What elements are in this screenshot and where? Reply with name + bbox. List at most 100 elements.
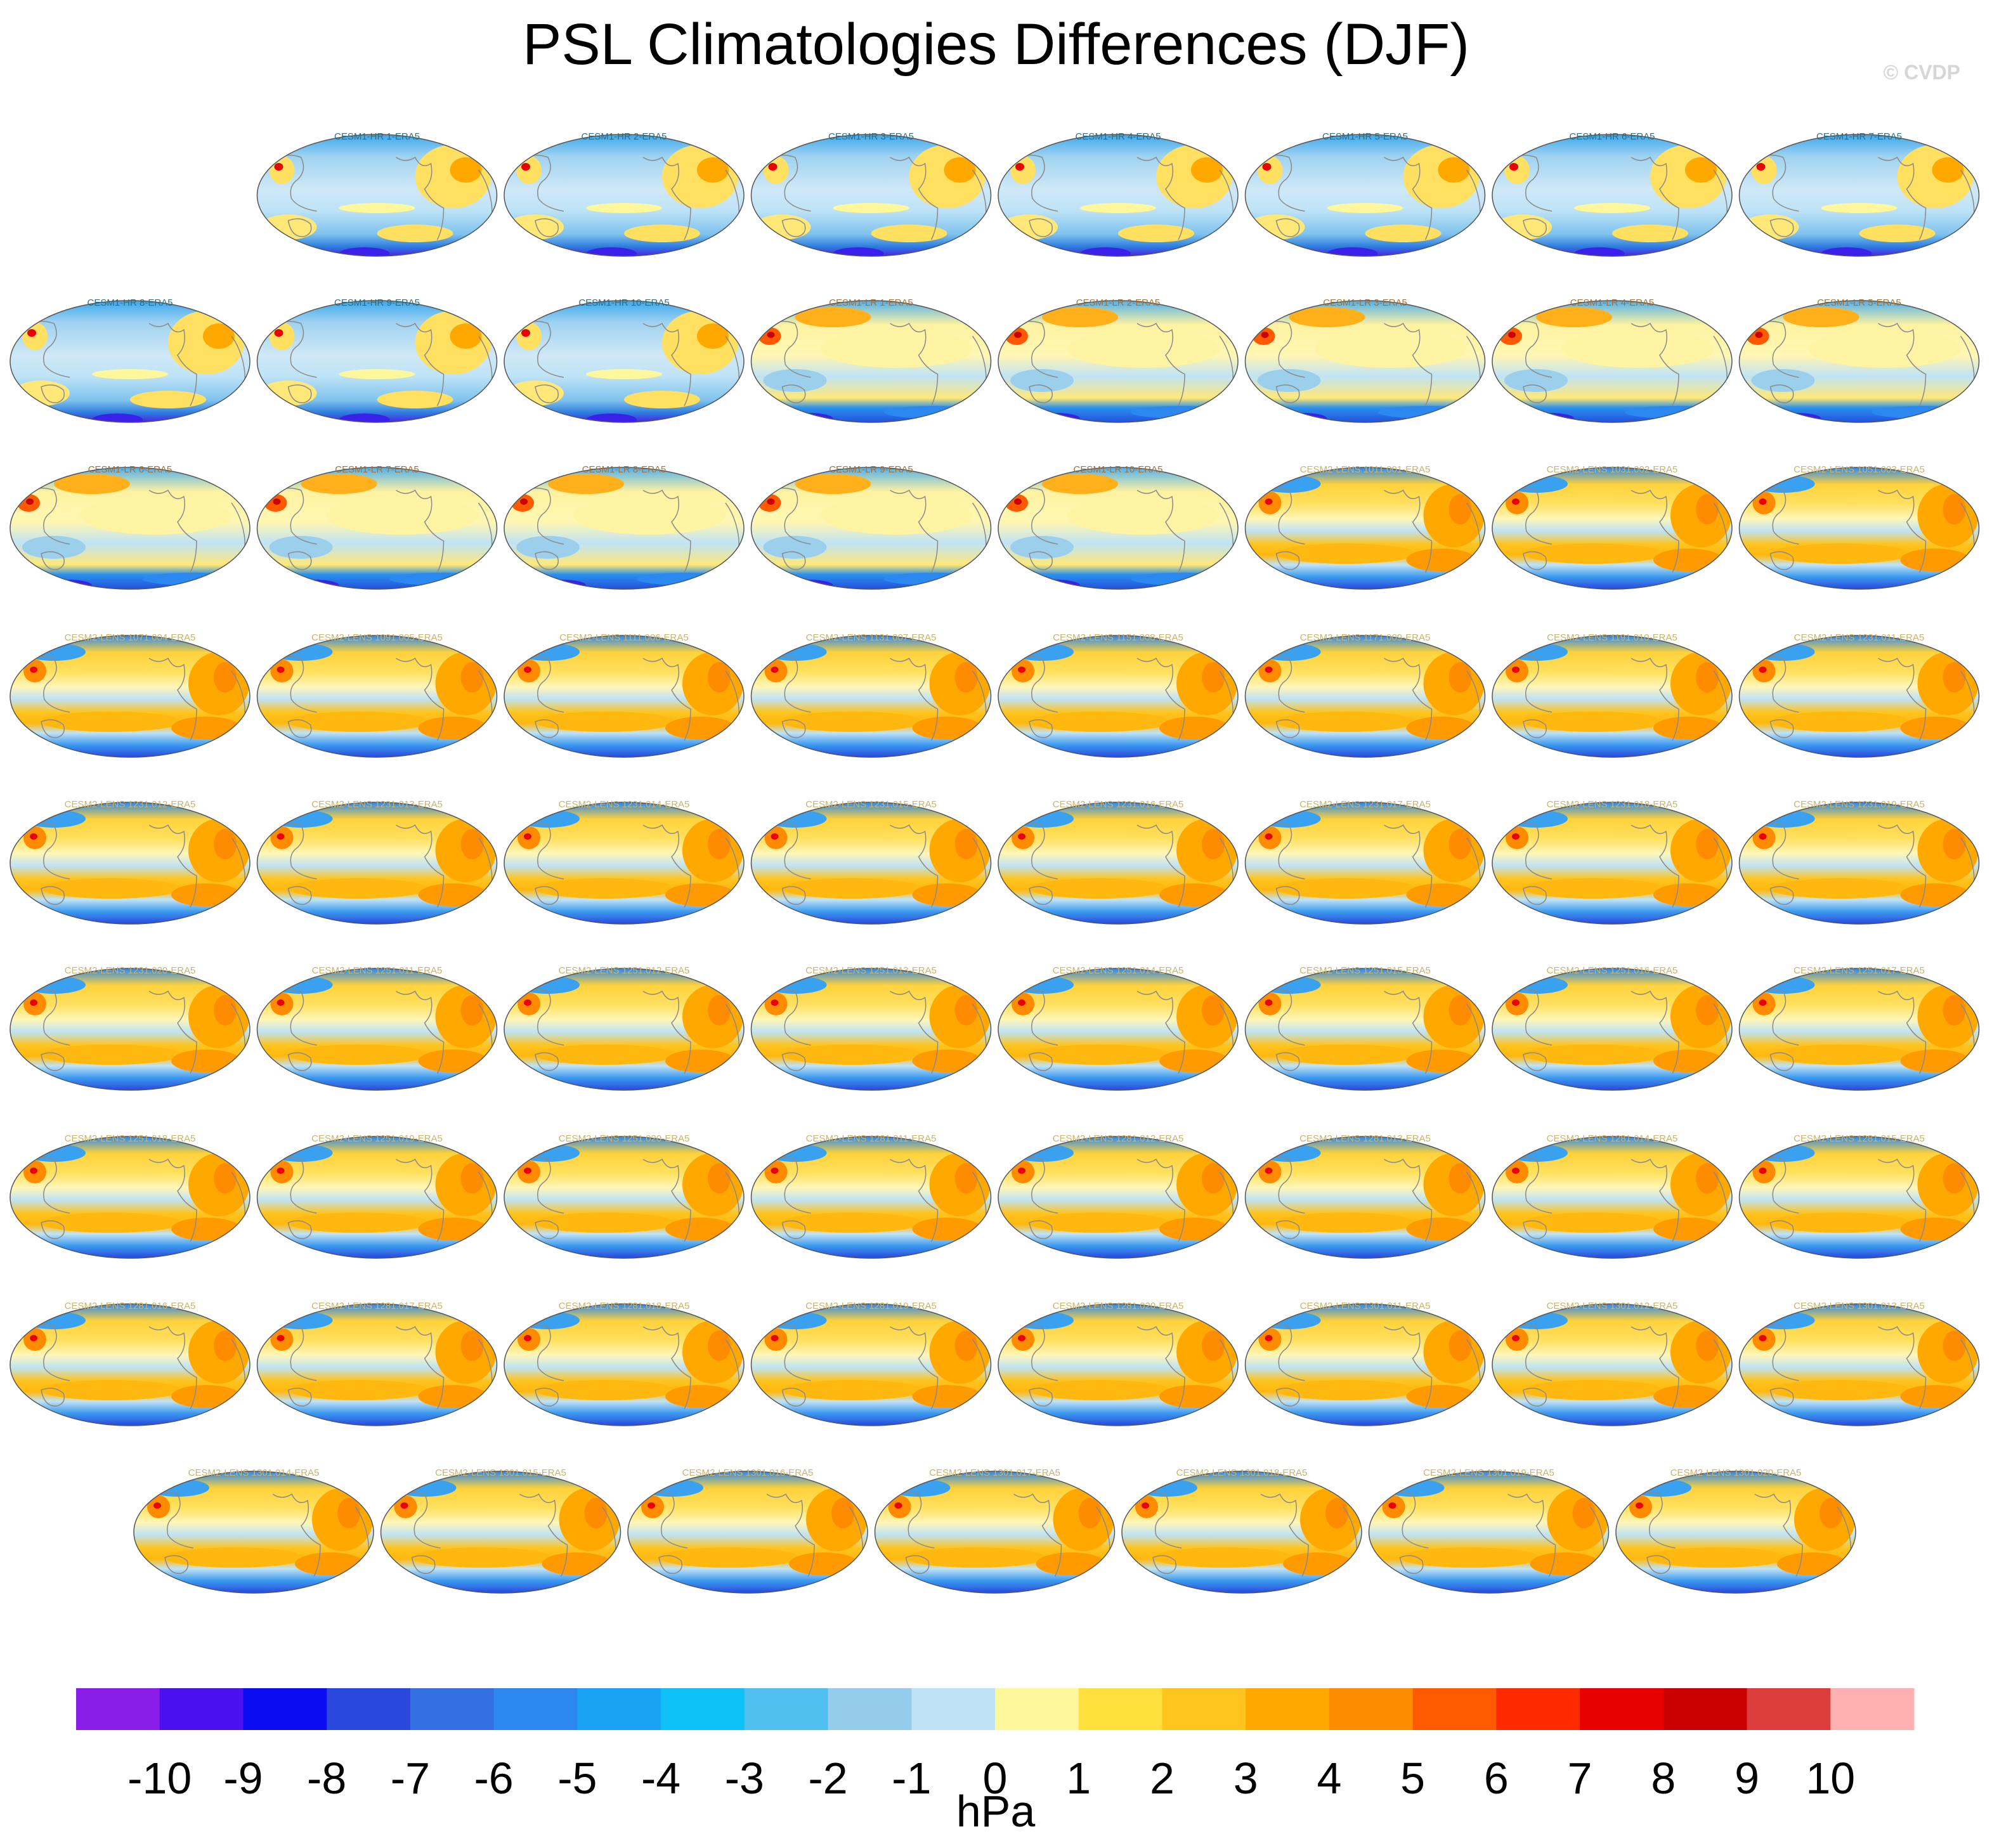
anomaly-blob — [782, 1044, 922, 1065]
anomaly-blob — [1508, 332, 1516, 338]
anomaly-blob — [30, 1168, 37, 1174]
australia-coastline — [781, 1052, 806, 1071]
anomaly-blob — [906, 1547, 1046, 1568]
panel-title: CESM1-LR 6-ERA5 — [88, 464, 173, 475]
map-panel: CESM2-LENS 1171.009-ERA5 — [1244, 632, 1486, 758]
americas-coastline — [1631, 657, 1679, 741]
anomaly-blob — [1283, 1552, 1353, 1575]
anomaly-blob — [1014, 498, 1022, 505]
map-border — [1492, 1136, 1733, 1259]
anomaly-blob — [1759, 498, 1767, 505]
anomaly-blob — [1202, 1331, 1225, 1361]
anomaly-blob — [143, 573, 244, 585]
map-panel: CESM2-LENS 1251.014-ERA5 — [998, 965, 1239, 1091]
anomaly-blob — [1504, 156, 1530, 184]
americas-coastline — [1136, 657, 1185, 741]
americas-coastline — [1631, 1158, 1679, 1242]
americas-coastline — [642, 1158, 691, 1242]
anomaly-blob — [1448, 1331, 1472, 1361]
anomaly-blob — [820, 497, 973, 535]
colorbar-swatch — [1496, 1688, 1580, 1730]
map-panel: CESM2-LENS 1151.008-ERA5 — [998, 632, 1239, 758]
map-border — [10, 635, 251, 758]
anomaly-blob — [1029, 712, 1169, 732]
anomaly-blob — [833, 203, 909, 213]
anomaly-blob — [521, 163, 530, 171]
panel-title: CESM2-LENS 1251.016-ERA5 — [1547, 965, 1678, 976]
colorbar-tick-label: 10 — [1806, 1754, 1855, 1803]
map-border — [256, 134, 498, 257]
asia-coastline — [1010, 655, 1058, 713]
anomaly-blob — [54, 474, 130, 494]
anomaly-blob — [665, 1385, 735, 1408]
anomaly-blob — [27, 329, 36, 337]
map-panel: CESM2-LENS 1251.017-ERA5 — [1738, 965, 1980, 1091]
anomaly-blob — [1159, 1385, 1229, 1408]
anomaly-blob — [1448, 995, 1472, 1025]
map-border — [504, 635, 745, 758]
anomaly-blob — [1018, 999, 1025, 1006]
panel-title: CESM1-HR 5-ERA5 — [1322, 131, 1408, 142]
asia-coastline — [268, 320, 317, 378]
australia-coastline — [1275, 218, 1300, 237]
colorbar-swatch — [1412, 1688, 1497, 1730]
map-panel: CESM1-HR 9-ERA5 — [256, 297, 498, 423]
anomaly-blob — [767, 332, 775, 338]
anomaly-blob — [1202, 662, 1225, 693]
anomaly-blob — [1625, 406, 1726, 419]
anomaly-blob — [277, 1335, 285, 1341]
map-panel: CESM2-LENS 1281.018-ERA5 — [504, 1301, 745, 1426]
panel-title: CESM2-LENS 1251.019-ERA5 — [311, 1133, 443, 1144]
australia-coastline — [1769, 1052, 1794, 1071]
anomaly-blob — [171, 1050, 241, 1072]
anomaly-blob — [912, 883, 982, 906]
anomaly-blob — [41, 712, 181, 732]
americas-coastline — [1878, 824, 1927, 908]
australia-coastline — [411, 1555, 436, 1574]
map-border — [1244, 1303, 1486, 1426]
anomaly-blob — [1289, 307, 1365, 327]
panel-title: CESM2-LENS 1191.010-ERA5 — [1547, 632, 1677, 643]
anomaly-blob — [912, 717, 982, 739]
panel-title: CESM2-LENS 1091.005-ERA5 — [311, 632, 443, 643]
anomaly-blob — [782, 413, 833, 422]
australia-coastline — [781, 218, 806, 237]
anomaly-blob — [400, 1502, 408, 1509]
americas-coastline — [1878, 156, 1927, 240]
asia-coastline — [22, 1156, 70, 1214]
australia-coastline — [1769, 384, 1794, 403]
anomaly-blob — [1036, 1552, 1106, 1575]
anomaly-blob — [871, 224, 947, 242]
panel-title: CESM1-HR 4-ERA5 — [1075, 131, 1161, 142]
colorbar-tick-label: 1 — [1066, 1754, 1091, 1803]
map-panel: CESM1-HR 1-ERA5 — [256, 131, 498, 257]
colorbar-tick-label: 8 — [1651, 1754, 1676, 1803]
map-border — [504, 968, 745, 1091]
map-border — [1244, 968, 1486, 1091]
anomaly-blob — [665, 1050, 735, 1072]
panel-title: CESM2-LENS 1231.017-ERA5 — [1299, 799, 1431, 810]
anomaly-blob — [269, 536, 333, 559]
panel-title: CESM2-LENS 1281.013-ERA5 — [1299, 1133, 1431, 1144]
anomaly-blob — [1819, 1498, 1842, 1528]
colorbar-tick-label: -3 — [725, 1754, 764, 1803]
australia-coastline — [781, 1220, 806, 1239]
anomaly-blob — [1808, 330, 1961, 368]
americas-coastline — [1384, 489, 1433, 573]
panel-title: CESM2-LENS 1281.011-ERA5 — [806, 1133, 937, 1144]
colorbar-swatch — [828, 1688, 912, 1730]
panel-title: CESM1-HR 10-ERA5 — [578, 297, 669, 308]
map-panel: CESM2-LENS 1231.016-ERA5 — [998, 799, 1239, 925]
anomaly-blob — [1512, 1335, 1520, 1341]
asia-coastline — [1010, 487, 1058, 545]
americas-coastline — [519, 1493, 568, 1577]
anomaly-blob — [1262, 163, 1272, 171]
colorbar-swatch — [1162, 1688, 1246, 1730]
anomaly-blob — [30, 1335, 37, 1341]
map-border — [750, 300, 992, 423]
panel-title: CESM2-LENS 1281.012-ERA5 — [1053, 1133, 1184, 1144]
anomaly-blob — [1821, 203, 1898, 213]
anomaly-blob — [22, 536, 86, 559]
anomaly-blob — [288, 1380, 428, 1400]
colorbar-swatch — [744, 1688, 829, 1730]
